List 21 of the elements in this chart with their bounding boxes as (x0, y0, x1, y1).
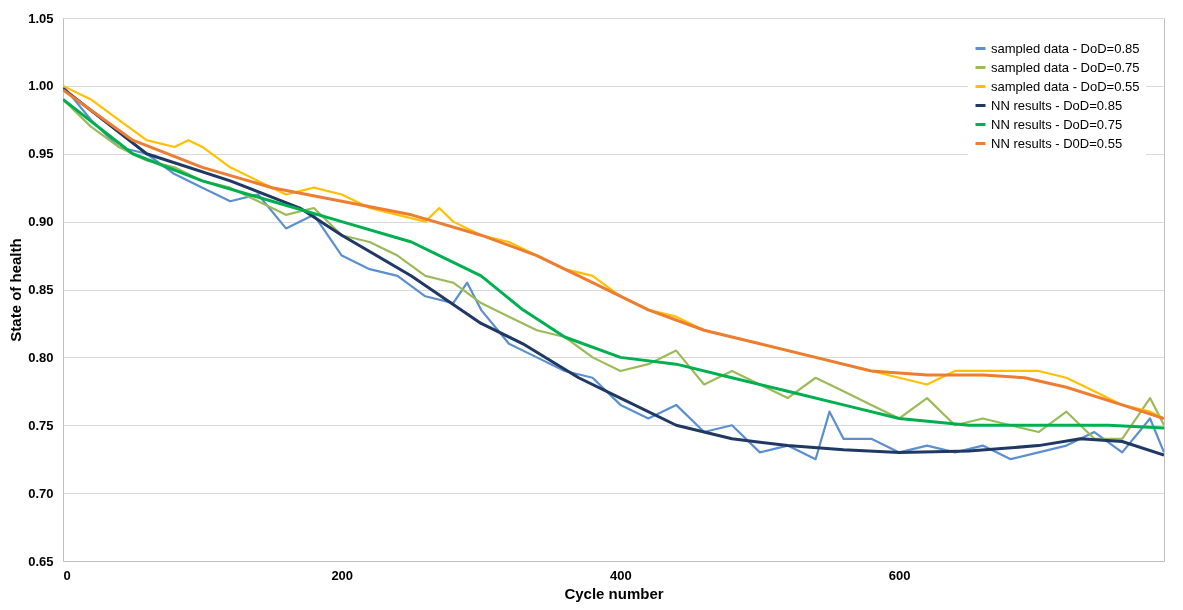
y-tick-label: 1.00 (28, 78, 54, 94)
legend-label: NN results - DoD=0.75 (991, 116, 1123, 132)
y-tick-label: 1.05 (28, 10, 54, 26)
y-tick-label: 0.95 (28, 146, 54, 162)
x-tick-label: 600 (888, 567, 911, 583)
x-tick-label: 400 (610, 567, 632, 583)
y-tick-label: 0.70 (28, 485, 54, 501)
x-axis-title: Cycle number (564, 584, 664, 602)
legend-label: sampled data - DoD=0.55 (991, 78, 1140, 94)
y-tick-label: 0.65 (28, 553, 54, 569)
x-tick-label: 200 (331, 567, 354, 583)
legend-label: NN results - D0D=0.55 (991, 135, 1123, 151)
legend-label: sampled data - DoD=0.85 (991, 40, 1140, 56)
y-tick-label: 0.80 (28, 349, 54, 365)
y-tick-label: 0.85 (28, 282, 54, 297)
legend-label: NN results - DoD=0.85 (991, 97, 1123, 113)
y-axis-title: State of health (7, 238, 25, 342)
y-tick-label: 0.75 (28, 417, 54, 433)
legend-label: sampled data - DoD=0.75 (991, 59, 1140, 75)
x-tick-label: 0 (63, 567, 71, 583)
y-tick-label: 0.90 (28, 214, 54, 230)
